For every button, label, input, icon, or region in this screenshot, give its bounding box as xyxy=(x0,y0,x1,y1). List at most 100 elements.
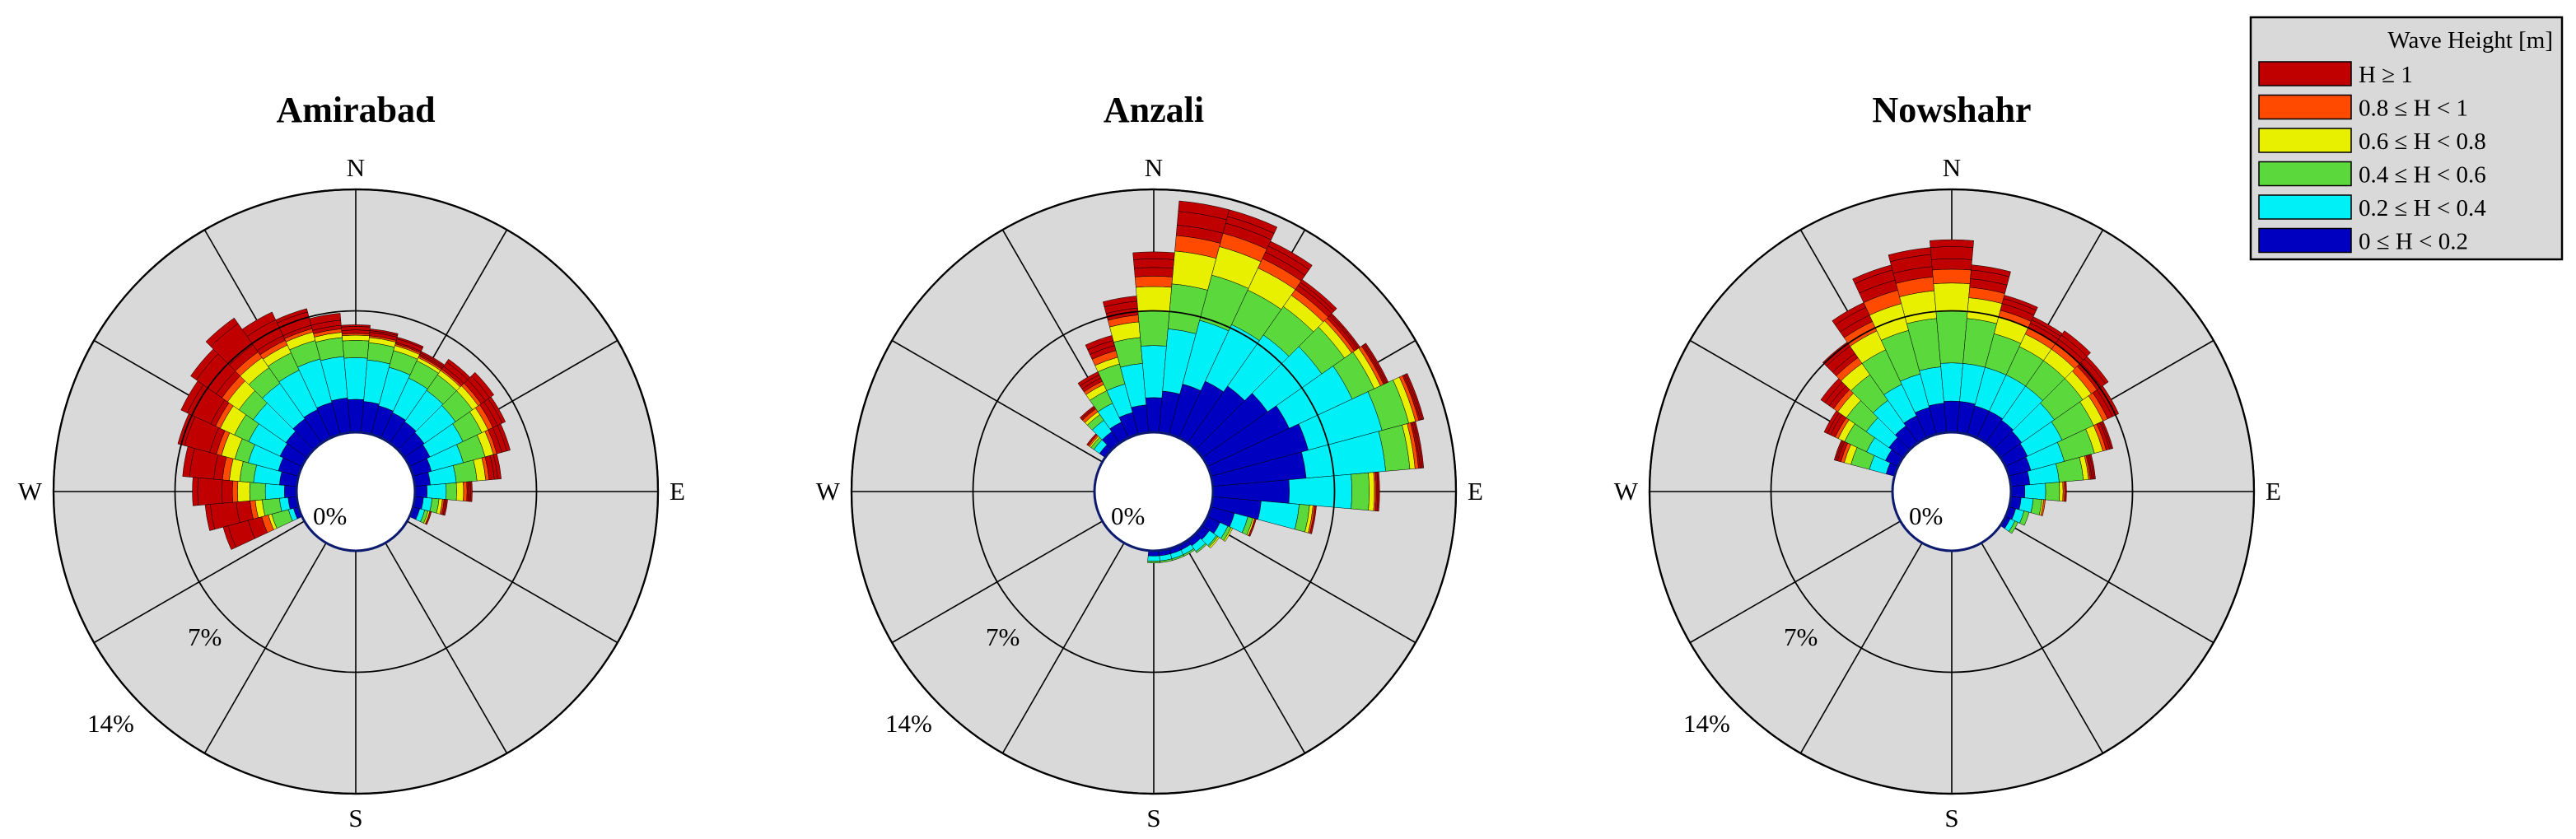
rose-bar-segment xyxy=(1932,268,1972,285)
legend-label: 0.4 ≤ H < 0.6 xyxy=(2359,162,2486,189)
rose-bar-segment xyxy=(1134,276,1174,288)
rose-bar-segment xyxy=(2019,510,2030,526)
rose-center-hole xyxy=(295,431,417,552)
radial-label-0: 0% xyxy=(1909,501,1943,530)
rose-bar-segment xyxy=(469,481,473,502)
legend: Wave Height [m] H ≥ 1 0.8 ≤ H < 1 0.6 ≤ H … xyxy=(2249,16,2564,261)
rose-bar-segment xyxy=(1248,518,1257,537)
rose-bar-segment xyxy=(1309,505,1317,534)
legend-label: 0 ≤ H < 0.2 xyxy=(2359,229,2468,255)
ring-14-percent xyxy=(1648,188,2256,795)
legend-title: Wave Height [m] xyxy=(2387,27,2553,54)
compass-label-e: E xyxy=(1468,477,1483,506)
rose-bar-segment xyxy=(2010,484,2026,499)
rose-bar-segment xyxy=(488,396,506,424)
compass-label-s: S xyxy=(1944,804,1958,832)
rose-bar-segment xyxy=(192,477,198,506)
rose-bar-segment xyxy=(2003,295,2038,311)
rose-bar-segment xyxy=(341,326,371,331)
rose-bar-segment xyxy=(342,340,370,359)
rose-bar-segment xyxy=(1134,267,1174,277)
rose-bar-segment xyxy=(425,510,432,525)
rose-bar-segment xyxy=(309,313,342,326)
radial-label-7: 7% xyxy=(1784,622,1818,651)
radial-label-14: 14% xyxy=(1683,709,1730,738)
rose-bar-segment xyxy=(2088,454,2096,480)
legend-swatch xyxy=(2258,128,2352,153)
rose-bar-segment xyxy=(1136,286,1172,312)
rose-bar-segment xyxy=(1413,421,1425,468)
rose-bar-segment xyxy=(241,311,277,337)
rose-bar-segment xyxy=(1267,240,1313,270)
rose-title: Anzali xyxy=(1104,90,1204,130)
rose-bar-segment xyxy=(2040,499,2046,516)
rose-bar-segment xyxy=(446,482,457,501)
ring-7-percent xyxy=(1770,310,2134,674)
rose-bar-segment xyxy=(342,334,370,342)
ring-7-percent xyxy=(174,310,538,674)
rose-bar-segment xyxy=(1931,259,1972,271)
rose-title: Nowshahr xyxy=(1872,90,2031,130)
legend-swatch xyxy=(2258,94,2352,120)
legend-swatch xyxy=(2258,227,2352,254)
compass-label-w: W xyxy=(1614,477,1639,506)
rose-bar-segment xyxy=(1137,310,1170,347)
rose-bar-segment xyxy=(497,423,511,452)
ring-7-percent xyxy=(972,310,1336,674)
compass-label-e: E xyxy=(2266,477,2281,506)
legend-label: H ≥ 1 xyxy=(2359,62,2413,88)
radial-label-14: 14% xyxy=(885,709,932,738)
compass-label-n: N xyxy=(1943,153,1961,182)
legend-swatch xyxy=(2258,61,2352,86)
rose-bar-segment xyxy=(1208,536,1220,549)
legend-swatch xyxy=(2258,194,2352,220)
rose-bar-segment xyxy=(1133,259,1174,269)
rose-bar-segment xyxy=(442,499,448,516)
rose-bar-segment xyxy=(1288,473,1352,510)
rose-bar-segment xyxy=(455,482,464,501)
rose-bar-segment xyxy=(1195,543,1207,553)
rose-bar-segment xyxy=(492,453,502,480)
rose-bar-segment xyxy=(2060,330,2091,357)
legend-swatch xyxy=(2258,161,2352,187)
rose-bar-segment xyxy=(231,480,239,503)
rose-bar-segment xyxy=(237,481,250,502)
rose-bar-segment xyxy=(1376,471,1380,512)
rose-bar-segment xyxy=(341,329,371,334)
compass-label-w: W xyxy=(816,477,841,506)
rose-bar-segment xyxy=(249,482,266,501)
rose-bar-segment xyxy=(396,337,424,349)
rose-panel-amirabad: Amirabad N E S W 0% 7% 14% xyxy=(18,90,685,832)
rose-bar-segment xyxy=(2064,481,2067,502)
rose-bar-segment xyxy=(343,357,368,400)
rose-bar-segment xyxy=(369,329,399,336)
rose-bar-segment xyxy=(2008,520,2018,534)
rose-panel-anzali: Anzali N E S W 0% 7% 14% xyxy=(816,90,1483,832)
compass-label-n: N xyxy=(1145,153,1163,182)
rose-bar-segment xyxy=(427,483,447,500)
radial-label-14: 14% xyxy=(87,709,134,738)
rose-bar-segment xyxy=(1132,251,1175,260)
rose-bar-segment xyxy=(1227,209,1278,234)
legend-label: 0.6 ≤ H < 0.8 xyxy=(2359,128,2486,155)
rose-bar-segment xyxy=(1223,527,1234,542)
rose-bar-segment xyxy=(264,483,285,500)
rose-bar-segment xyxy=(1147,561,1160,563)
rose-center-hole xyxy=(1093,431,1215,552)
rose-bar-segment xyxy=(1147,555,1160,562)
rose-bar-segment xyxy=(1940,362,1963,402)
legend-label: 0.2 ≤ H < 0.4 xyxy=(2359,195,2486,221)
rose-center-hole xyxy=(1891,431,2013,552)
compass-label-w: W xyxy=(18,477,43,506)
rose-bar-segment xyxy=(284,485,297,498)
radial-label-7: 7% xyxy=(188,622,222,651)
rose-bar-segment xyxy=(275,308,308,324)
rose-panel-nowshahr: Nowshahr N E S W 0% 7% 14% xyxy=(1614,90,2281,832)
ring-14-percent xyxy=(850,188,1458,795)
compass-label-n: N xyxy=(347,153,365,182)
rose-bar-segment xyxy=(414,485,427,498)
rose-bar-segment xyxy=(2101,421,2114,450)
rose-bar-segment xyxy=(2045,482,2060,501)
rose-bar-segment xyxy=(1930,246,1974,260)
